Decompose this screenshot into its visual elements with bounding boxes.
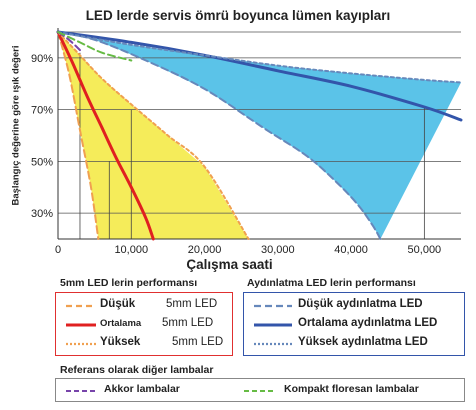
series-5 bbox=[57, 31, 462, 84]
chart-plot: 30% 50% 70% 90% 0 10,000 20,000 30,000 40,000 50,… bbox=[31, 28, 463, 272]
legend-5mm-low-swatch bbox=[66, 304, 96, 308]
chart-title: LED lerde servis ömrü boyunca lümen kayı… bbox=[85, 8, 391, 23]
legend-reference-cfl-swatch bbox=[244, 390, 276, 392]
legend-lighting-high-name: Yüksek aydınlatma LED bbox=[298, 336, 428, 348]
y-tick-label-50: 50% bbox=[31, 156, 53, 168]
series-4 bbox=[56, 30, 463, 122]
legend-lighting-heading: Aydınlatma LED lerin performansı bbox=[247, 277, 416, 289]
legend-5mm-heading: 5mm LED lerin performansı bbox=[60, 277, 198, 289]
legend-5mm-high-suffix: 5mm LED bbox=[172, 336, 224, 348]
legend-5mm-avg-suffix: 5mm LED bbox=[162, 317, 214, 329]
legend-lighting-low-swatch bbox=[254, 304, 292, 308]
x-axis-label: Çalışma saati bbox=[186, 257, 272, 272]
band-lighting bbox=[58, 32, 461, 239]
legend-5mm-low-suffix: 5mm LED bbox=[166, 298, 218, 310]
legend-lighting-high-swatch bbox=[254, 342, 292, 346]
x-tick-label-0: 0 bbox=[55, 244, 61, 256]
legend-5mm-avg-name: Ortalama bbox=[100, 318, 142, 329]
series-1 bbox=[56, 30, 155, 241]
legend-reference-cfl-name: Kompakt floresan lambalar bbox=[284, 383, 419, 395]
x-tick-label-40000: 40,000 bbox=[334, 244, 368, 256]
legend-lighting-low-name: Düşük aydınlatma LED bbox=[298, 298, 423, 310]
series-2 bbox=[57, 31, 250, 240]
legend-lighting-avg-name: Ortalama aydınlatma LED bbox=[298, 317, 438, 329]
y-tick-label-90: 90% bbox=[31, 53, 53, 65]
legend-5mm-box: Düşük 5mm LED Ortalama 5mm LED Yüksek 5m… bbox=[55, 292, 233, 356]
legend-reference-incandescent-name: Akkor lambalar bbox=[104, 383, 180, 395]
legend-reference-incandescent-swatch bbox=[66, 390, 98, 392]
x-tick-label-50000: 50,000 bbox=[408, 244, 442, 256]
x-tick-label-30000: 30,000 bbox=[261, 244, 295, 256]
series-3 bbox=[57, 31, 382, 240]
legend-5mm-low-name: Düşük bbox=[100, 298, 136, 310]
band-5mm bbox=[58, 32, 249, 239]
legend-5mm-high-name: Yüksek bbox=[100, 336, 141, 348]
series-0 bbox=[57, 31, 100, 240]
x-tick-label-10000: 10,000 bbox=[114, 244, 148, 256]
legend-lighting-box: Düşük aydınlatma LED Ortalama aydınlatma… bbox=[243, 292, 465, 356]
x-tick-label-20000: 20,000 bbox=[188, 244, 222, 256]
legend-5mm-high-swatch bbox=[66, 342, 96, 346]
series-7 bbox=[57, 31, 133, 62]
legend-reference-box: Akkor lambalar Kompakt floresan lambalar bbox=[55, 378, 465, 402]
y-tick-label-70: 70% bbox=[31, 105, 53, 117]
y-tick-label-30: 30% bbox=[31, 208, 53, 220]
legend-lighting-avg-swatch bbox=[254, 323, 292, 327]
legend-5mm-avg-swatch bbox=[66, 323, 96, 327]
legend-reference-heading: Referans olarak diğer lambalar bbox=[60, 364, 214, 376]
